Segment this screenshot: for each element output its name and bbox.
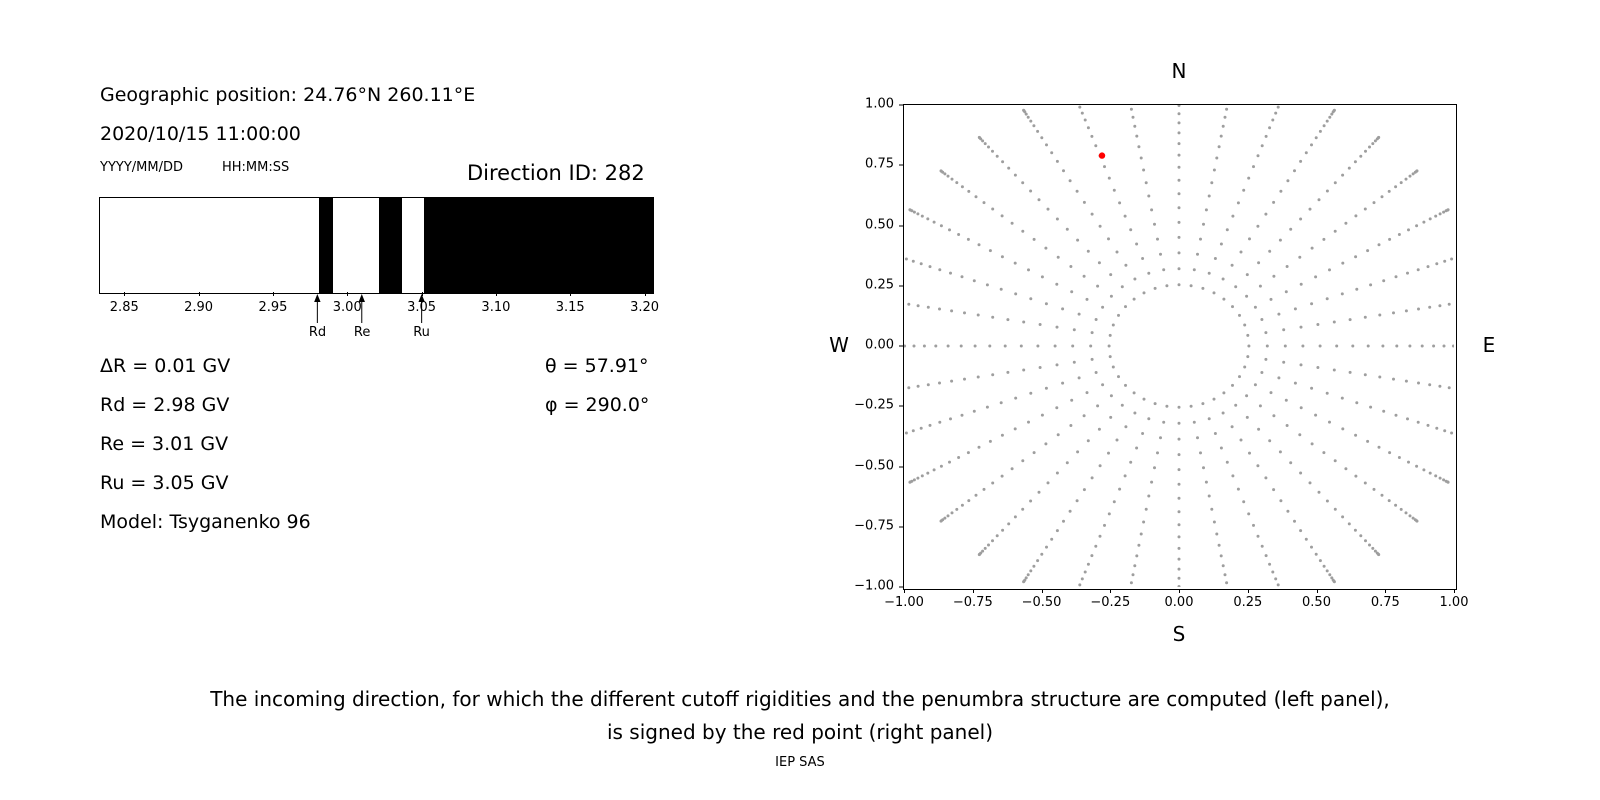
time-format-hint: HH:MM:SS (222, 160, 290, 175)
scatter-x-tick-label: 0.50 (1302, 595, 1331, 610)
penumbra-x-tick-label: 3.15 (555, 300, 585, 315)
rd-value: Rd = 2.98 GV (100, 394, 230, 416)
penumbra-x-tick-label: 2.90 (184, 300, 214, 315)
penumbra-black-band (379, 198, 402, 293)
compass-north-label: N (1171, 59, 1187, 83)
scatter-y-tick (899, 466, 903, 467)
direction-plot (903, 104, 1457, 590)
delta-r-value: ΔR = 0.01 GV (100, 355, 231, 377)
scatter-y-tick-label: −0.25 (854, 397, 894, 413)
direction-grid-svg (904, 105, 1454, 587)
scatter-x-tick (1385, 589, 1387, 593)
penumbra-x-tick (644, 292, 646, 296)
penumbra-plot (99, 197, 654, 294)
geographic-position-label: Geographic position: 24.76°N 260.11°E (100, 84, 476, 106)
up-arrow-icon (358, 294, 366, 323)
scatter-y-tick (899, 345, 903, 347)
scatter-x-tick (1247, 589, 1249, 593)
credit-label: IEP SAS (775, 755, 825, 770)
penumbra-x-tick-label: 3.20 (630, 300, 660, 315)
scatter-x-tick-label: −1.00 (884, 595, 924, 610)
scatter-x-tick (972, 589, 974, 593)
scatter-x-tick-label: 0.75 (1370, 595, 1400, 610)
scatter-y-tick (899, 405, 903, 407)
date-format-hint: YYYY/MM/DD (100, 160, 183, 175)
cutoff-marker-label: Re (353, 325, 371, 340)
scatter-y-tick (899, 164, 903, 166)
phi-value: φ = 290.0° (545, 394, 650, 416)
scatter-y-tick (899, 104, 903, 106)
penumbra-x-tick-label: 2.85 (109, 300, 139, 315)
penumbra-x-tick (570, 292, 572, 296)
datetime-label: 2020/10/15 11:00:00 (100, 123, 301, 145)
scatter-y-tick-label: −0.75 (854, 518, 894, 534)
compass-east-label: E (1482, 333, 1496, 357)
penumbra-axis: 2.85 2.90 2.95 3.00 3.05 3.10 3.15 3.20 Rd Re Ru (99, 292, 659, 362)
scatter-x-tick-label: 0.00 (1164, 595, 1194, 610)
cutoff-marker-label: Rd (308, 325, 327, 340)
penumbra-x-tick (347, 292, 349, 296)
penumbra-x-tick-label: 2.95 (258, 300, 288, 315)
penumbra-black-band (318, 198, 334, 293)
scatter-x-tick (1454, 589, 1455, 593)
caption-line2: is signed by the red point (right panel) (606, 720, 994, 744)
scatter-y-tick (899, 285, 903, 287)
scatter-x-tick-label: 1.00 (1439, 595, 1469, 610)
up-arrow-icon (418, 294, 425, 323)
scatter-y-tick-label: 0.75 (865, 156, 894, 172)
scatter-y-tick-label: −1.00 (854, 578, 894, 594)
scatter-xaxis: −1.00 −0.75 −0.50 −0.25 0.00 0.25 0.50 0.75 1.00 (884, 589, 1468, 619)
caption-line1: The incoming direction, for which the di… (210, 687, 1390, 711)
re-value: Re = 3.01 GV (100, 433, 229, 455)
scatter-y-tick (899, 586, 903, 588)
penumbra-x-tick (272, 292, 274, 296)
scatter-x-tick (1316, 589, 1318, 593)
compass-south-label: S (1172, 622, 1186, 646)
penumbra-x-tick (198, 292, 200, 296)
scatter-y-tick-label: 0.25 (865, 277, 894, 293)
penumbra-x-tick-label: 3.00 (332, 300, 362, 315)
scatter-y-tick-label: 0.50 (865, 217, 894, 233)
ru-value: Ru = 3.05 GV (100, 472, 229, 494)
scatter-y-tick-label: 1.00 (865, 96, 894, 112)
scatter-x-tick-label: −0.25 (1090, 595, 1131, 610)
penumbra-x-tick (124, 292, 126, 296)
scatter-x-tick-label: 0.25 (1233, 595, 1263, 610)
scatter-y-tick-label: 0.00 (865, 337, 894, 353)
scatter-yaxis: 1.00 0.75 0.50 0.25 0.00 −0.25 −0.50 −0.75 −1.00 (851, 97, 903, 593)
direction-id-label: Direction ID: 282 (467, 161, 645, 185)
scatter-x-tick (1110, 589, 1112, 593)
scatter-y-tick (899, 225, 903, 226)
red-direction-point (1098, 152, 1106, 159)
penumbra-x-tick-label: 3.10 (481, 300, 511, 315)
scatter-x-tick-label: −0.75 (952, 595, 993, 610)
scatter-y-tick-label: −0.50 (854, 458, 894, 474)
cutoff-marker-rd: Rd (309, 294, 326, 341)
model-label: Model: Tsyganenko 96 (100, 511, 311, 533)
scatter-y-tick (899, 526, 903, 528)
theta-value: θ = 57.91° (545, 355, 649, 377)
up-arrow-icon (314, 294, 321, 323)
penumbra-x-tick (421, 292, 423, 296)
penumbra-black-band (424, 198, 653, 293)
cutoff-marker-ru: Ru (413, 294, 430, 341)
scatter-x-tick (1041, 589, 1043, 593)
penumbra-x-tick (495, 292, 497, 296)
scatter-x-tick (904, 589, 905, 593)
scatter-x-tick (1179, 589, 1180, 593)
cutoff-marker-label: Ru (413, 325, 430, 340)
compass-west-label: W (829, 333, 849, 357)
scatter-x-tick-label: −0.50 (1021, 595, 1062, 610)
cutoff-marker-re: Re (354, 294, 370, 341)
